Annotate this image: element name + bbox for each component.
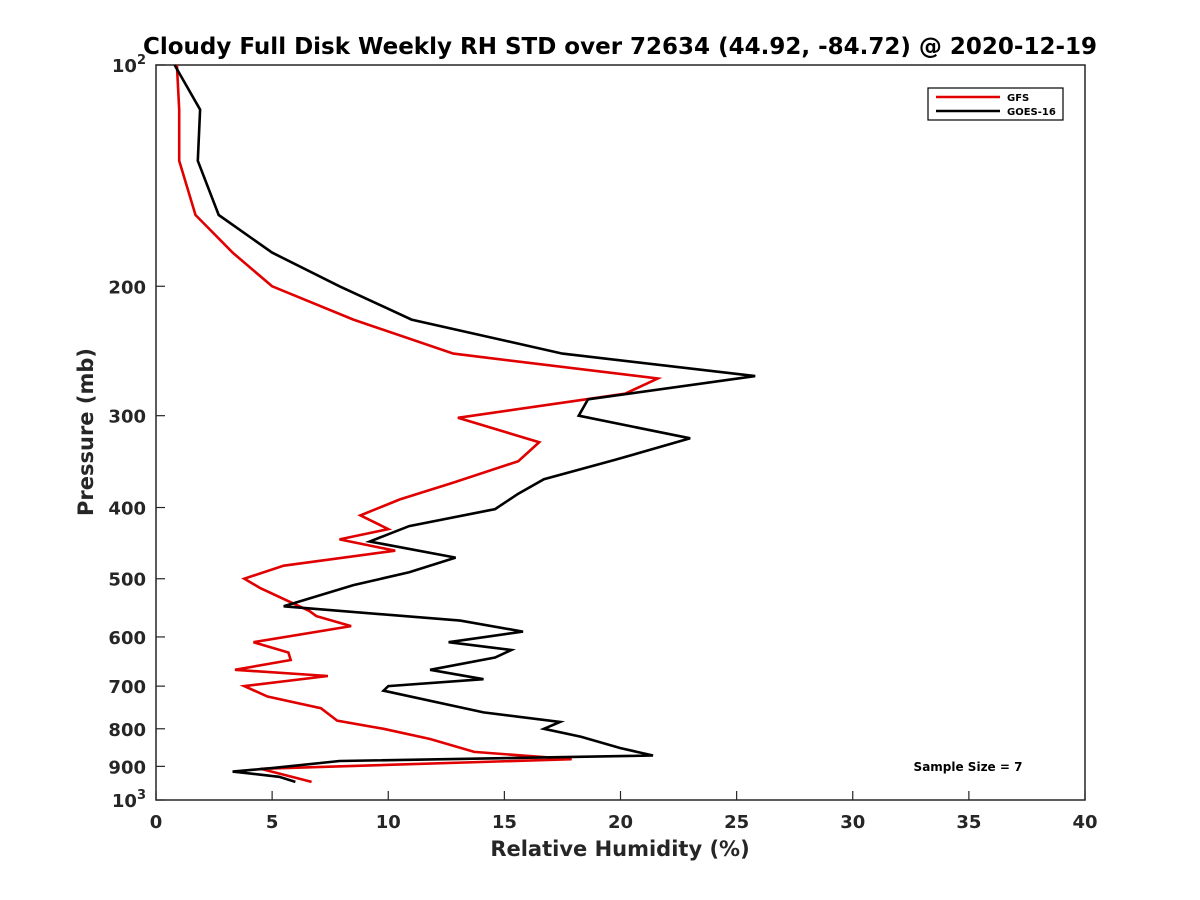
x-tick-label: 30 [840, 812, 865, 833]
y-axis-label: Pressure (mb) [74, 348, 98, 516]
y-tick-label: 900 [108, 757, 146, 778]
y-tick-label: 700 [108, 677, 146, 698]
y-tick-label: 103 [112, 788, 146, 812]
x-tick-label: 0 [150, 812, 163, 833]
series-line-gfs [175, 64, 663, 784]
legend-label-goes16: GOES-16 [1007, 107, 1056, 118]
y-tick-label: 300 [108, 407, 146, 428]
x-tick-label: 10 [376, 812, 401, 833]
x-tick-label: 40 [1072, 812, 1097, 833]
series-line-goes16 [173, 64, 756, 784]
x-tick-label: 20 [608, 812, 633, 833]
y-tick-label: 600 [108, 628, 146, 649]
x-tick-label: 15 [492, 812, 517, 833]
legend-label-gfs: GFS [1007, 93, 1029, 104]
x-axis-label: Relative Humidity (%) [490, 837, 749, 861]
legend-box [927, 87, 1064, 121]
legend: GFS GOES-16 [927, 87, 1064, 121]
y-tick-label: 800 [108, 720, 146, 741]
plot-area [155, 64, 1086, 801]
x-tick-label: 5 [266, 812, 279, 833]
chart-title: Cloudy Full Disk Weekly RH STD over 7263… [143, 34, 1097, 60]
y-tick-label: 102 [112, 53, 146, 77]
y-tick-label: 200 [108, 277, 146, 298]
y-tick-label: 500 [108, 570, 146, 591]
x-tick-label: 35 [956, 812, 981, 833]
axis-layer: 0 5 10 15 20 25 30 35 40 102 200 300 400 500 600 700 800… [108, 53, 1097, 833]
y-tick-label: 400 [108, 499, 146, 520]
x-tick-label: 25 [724, 812, 749, 833]
series-layer [173, 64, 756, 784]
sample-size-annotation: Sample Size = 7 [914, 760, 1023, 774]
